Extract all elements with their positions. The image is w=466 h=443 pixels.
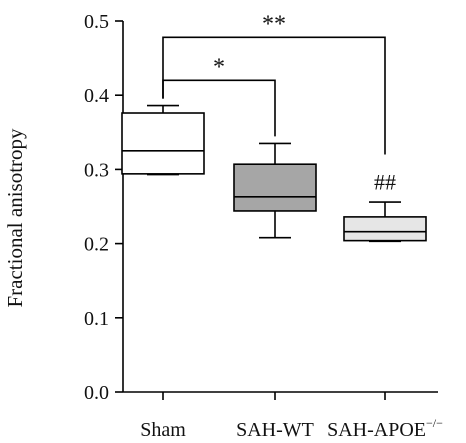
y-tick-label: 0.4 bbox=[84, 85, 109, 107]
box-1 bbox=[121, 104, 205, 176]
significance-label: * bbox=[213, 54, 225, 80]
boxes bbox=[121, 104, 427, 243]
significance-label: ** bbox=[262, 11, 286, 37]
x-tick-label: SAH-WT bbox=[236, 419, 314, 441]
x-tick-label: SAH-APOE−/− bbox=[327, 416, 443, 441]
y-tick-label: 0.2 bbox=[84, 234, 109, 256]
y-tick-label: 0.0 bbox=[84, 382, 109, 404]
box-iqr bbox=[121, 112, 205, 175]
y-tick-label: 0.1 bbox=[84, 308, 109, 330]
annotation-label: ## bbox=[374, 170, 396, 195]
significance-bracket bbox=[162, 36, 386, 155]
y-tick-label: 0.3 bbox=[84, 159, 109, 181]
box-iqr bbox=[343, 216, 427, 242]
y-tick-label: 0.5 bbox=[84, 11, 109, 33]
box-3 bbox=[343, 201, 427, 243]
significance-brackets: ***## bbox=[162, 11, 396, 195]
box-iqr bbox=[233, 163, 317, 212]
box-2 bbox=[233, 142, 317, 239]
x-tick-label: Sham bbox=[140, 419, 186, 441]
x-axis: Sham SAH-WT SAH-APOE−/− bbox=[123, 391, 443, 441]
y-axis-label: Fractional anisotropy bbox=[3, 128, 27, 308]
y-axis: 0.0 0.1 0.2 0.3 0.4 0.5 bbox=[84, 11, 124, 404]
